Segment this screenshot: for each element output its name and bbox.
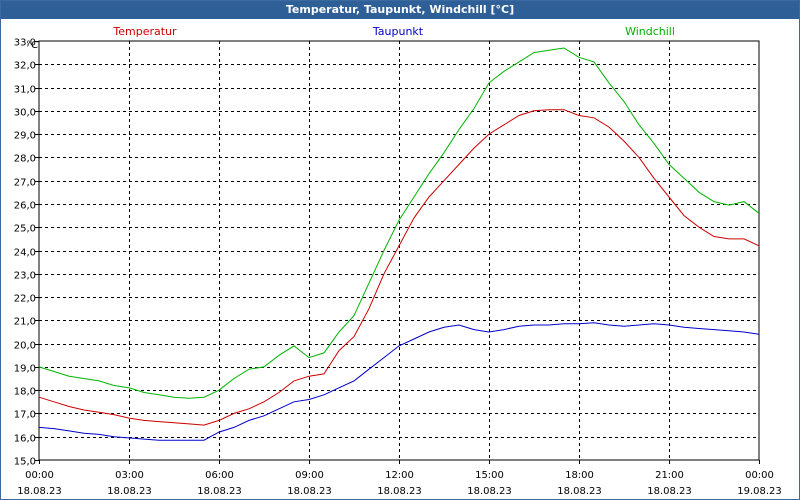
- x-tick-time-label: 06:00: [205, 470, 234, 481]
- y-tick-label: 15,0: [14, 457, 36, 468]
- x-tick-time-label: 15:00: [475, 470, 504, 481]
- x-tick-date-label: 18.08.23: [557, 486, 602, 497]
- x-tick-time-label: 03:00: [115, 470, 144, 481]
- y-tick-label: 20,0: [14, 341, 36, 352]
- y-tick-label: 29,0: [14, 131, 36, 142]
- y-tick-label: 30,0: [14, 108, 36, 119]
- y-tick-label: 23,0: [14, 271, 36, 282]
- y-tick-label: 17,0: [14, 410, 36, 421]
- series-line-temperatur: [38, 109, 760, 426]
- y-tick-label: 31,0: [14, 85, 36, 96]
- x-tick-date-label: 18.08.23: [287, 486, 332, 497]
- x-tick-date-label: 19.08.23: [737, 486, 782, 497]
- series-line-windchill: [38, 47, 760, 399]
- legend-taupunkt: Taupunkt: [372, 25, 424, 38]
- y-tick-label: 28,0: [14, 154, 36, 165]
- y-axis-unit: °C: [26, 40, 38, 51]
- legend-windchill: Windchill: [625, 25, 675, 38]
- x-tick-time-label: 09:00: [295, 470, 324, 481]
- x-tick-date-label: 18.08.23: [467, 486, 512, 497]
- y-tick-label: 19,0: [14, 364, 36, 375]
- y-tick-label: 24,0: [14, 248, 36, 259]
- x-tick-date-label: 18.08.23: [647, 486, 692, 497]
- y-tick-label: 27,0: [14, 178, 36, 189]
- x-tick-date-label: 18.08.23: [17, 486, 62, 497]
- legend-temperatur: Temperatur: [113, 25, 177, 38]
- y-tick-label: 21,0: [14, 317, 36, 328]
- y-tick-label: 18,0: [14, 387, 36, 398]
- y-tick-label: 22,0: [14, 294, 36, 305]
- y-tick-label: 16,0: [14, 434, 36, 445]
- x-tick-date-label: 18.08.23: [377, 486, 422, 497]
- series-line-taupunkt: [38, 322, 760, 441]
- y-tick-label: 26,0: [14, 201, 36, 212]
- chart-title: Temperatur, Taupunkt, Windchill [°C]: [1, 1, 799, 19]
- x-tick-time-label: 12:00: [385, 470, 414, 481]
- x-tick-time-label: 18:00: [565, 470, 594, 481]
- x-tick-time-label: 00:00: [25, 470, 54, 481]
- y-tick-label: 33,0: [14, 38, 36, 49]
- y-tick-label: 32,0: [14, 61, 36, 72]
- x-tick-date-label: 18.08.23: [197, 486, 242, 497]
- y-tick-label: 25,0: [14, 224, 36, 235]
- x-tick-time-label: 00:00: [745, 470, 774, 481]
- x-tick-date-label: 18.08.23: [107, 486, 152, 497]
- x-tick-time-label: 21:00: [655, 470, 684, 481]
